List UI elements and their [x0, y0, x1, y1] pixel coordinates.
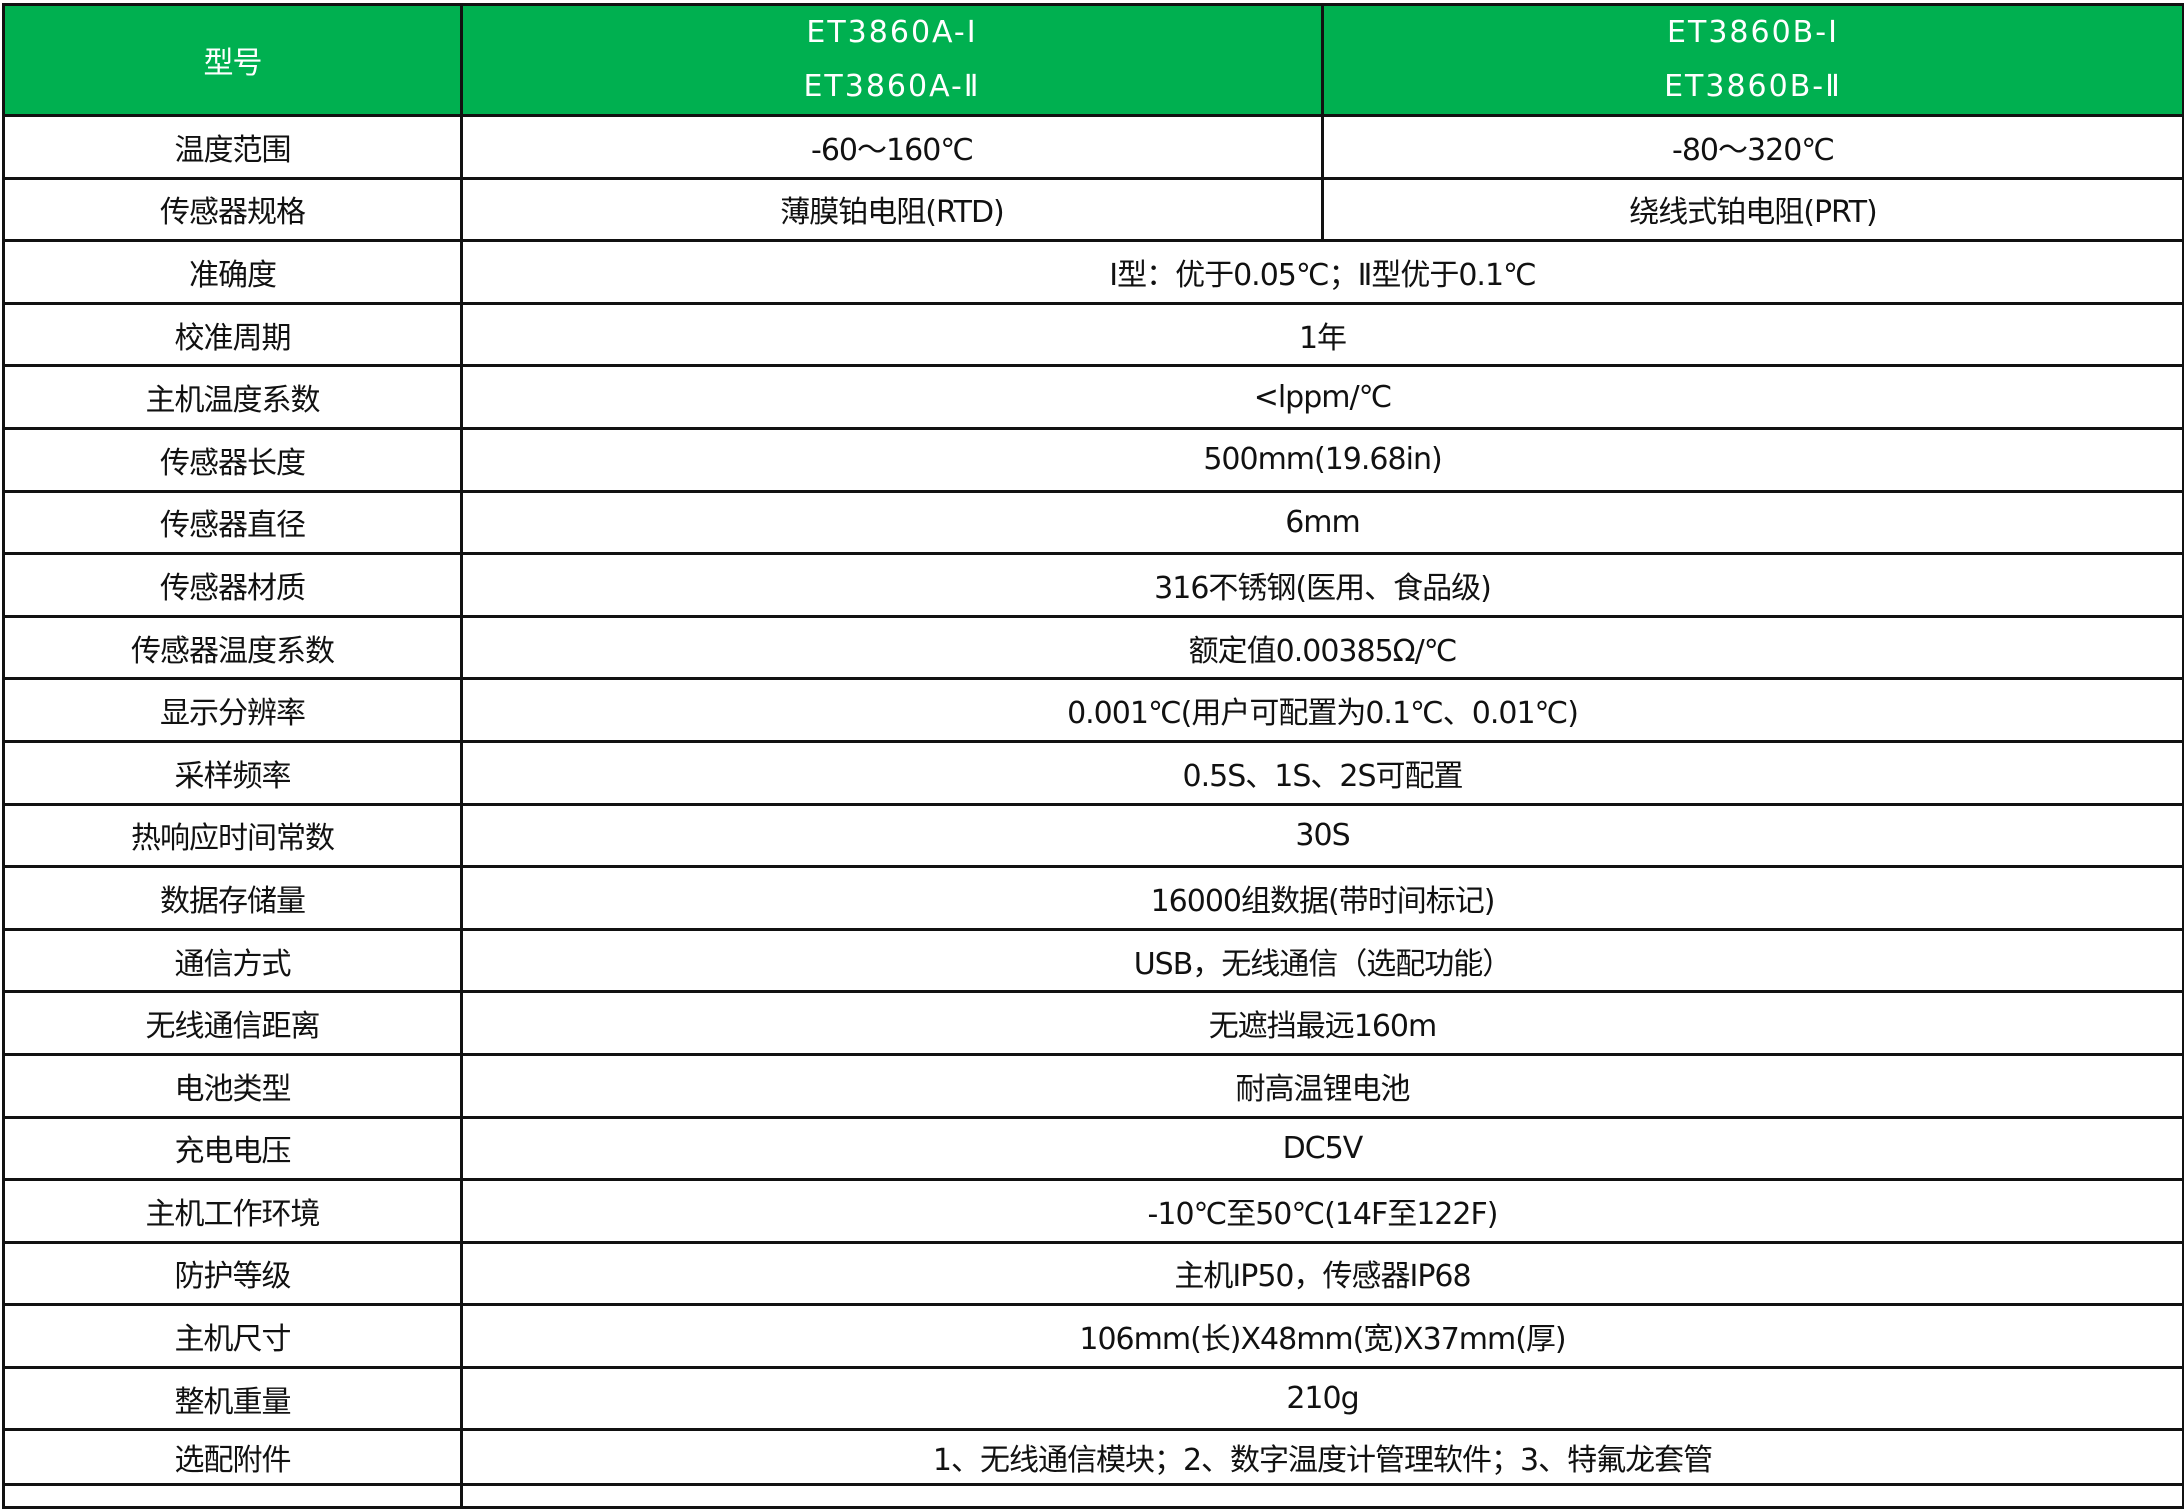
row-label: 主机温度系数	[2, 364, 463, 430]
spec-table: 型号 ET3860A-Ⅰ ET3860A-Ⅱ ET3860B-Ⅰ ET3860B…	[2, 3, 2184, 1509]
row-value-a: 薄膜铂电阻(RTD)	[460, 176, 1324, 243]
table-row: 主机工作环境 -10℃至50℃(14F至122F)	[2, 1178, 2184, 1244]
row-value: Ⅰ型：优于0.05℃；Ⅱ型优于0.1℃	[460, 239, 2184, 305]
row-value: 316不锈钢(医用、食品级)	[460, 552, 2184, 618]
row-label: 主机尺寸	[2, 1303, 463, 1369]
table-row: 数据存储量 16000组数据(带时间标记)	[2, 865, 2184, 931]
model-b-2: ET3860B-Ⅱ	[1664, 69, 1842, 104]
row-value	[460, 1483, 2184, 1509]
row-value: 16000组数据(带时间标记)	[460, 865, 2184, 931]
table-row: 传感器直径 6mm	[2, 489, 2184, 556]
table-row: 充电电压 DC5V	[2, 1115, 2184, 1182]
row-value: 1、无线通信模块；2、数字温度计管理软件；3、特氟龙套管	[460, 1428, 2184, 1487]
model-a-2: ET3860A-Ⅱ	[803, 69, 981, 104]
table-row: 传感器规格 薄膜铂电阻(RTD) 绕线式铂电阻(PRT)	[2, 176, 2184, 243]
model-a-cell: ET3860A-Ⅰ ET3860A-Ⅱ	[460, 3, 1324, 117]
row-value: 主机IP50，传感器IP68	[460, 1240, 2184, 1307]
table-row-cut	[2, 1483, 2184, 1509]
model-a-1: ET3860A-Ⅰ	[806, 15, 978, 50]
row-value: 6mm	[460, 489, 2184, 556]
header-row: 型号 ET3860A-Ⅰ ET3860A-Ⅱ ET3860B-Ⅰ ET3860B…	[2, 3, 2184, 117]
row-label: 防护等级	[2, 1240, 463, 1307]
row-label: 充电电压	[2, 1115, 463, 1182]
table-row: 显示分辨率 0.001℃(用户可配置为0.1℃、0.01℃)	[2, 677, 2184, 743]
table-row: 整机重量 210g	[2, 1365, 2184, 1432]
row-label: 主机工作环境	[2, 1178, 463, 1244]
row-label: 传感器直径	[2, 489, 463, 556]
model-b-1: ET3860B-Ⅰ	[1667, 15, 1839, 50]
row-value: USB，无线通信（选配功能）	[460, 927, 2184, 994]
row-label: 选配附件	[2, 1428, 463, 1487]
table-row: 主机尺寸 106mm(长)X48mm(宽)X37mm(厚)	[2, 1303, 2184, 1369]
table-row: 热响应时间常数 30S	[2, 802, 2184, 869]
row-value: DC5V	[460, 1115, 2184, 1182]
row-value: 210g	[460, 1365, 2184, 1432]
table-row: 校准周期 1年	[2, 301, 2184, 368]
row-value: -10℃至50℃(14F至122F)	[460, 1178, 2184, 1244]
header-label: 型号	[2, 3, 463, 117]
row-value: <lppm/℃	[460, 364, 2184, 430]
row-label: 温度范围	[2, 114, 463, 180]
table-row: 采样频率 0.5S、1S、2S可配置	[2, 739, 2184, 806]
row-label: 电池类型	[2, 1052, 463, 1119]
row-label: 无线通信距离	[2, 990, 463, 1056]
row-value: 1年	[460, 301, 2184, 368]
table-row: 无线通信距离 无遮挡最远160m	[2, 990, 2184, 1056]
row-label: 传感器温度系数	[2, 614, 463, 681]
table-row: 传感器长度 500mm(19.68in)	[2, 426, 2184, 493]
row-value: 额定值0.00385Ω/℃	[460, 614, 2184, 681]
row-label: 校准周期	[2, 301, 463, 368]
row-label: 数据存储量	[2, 865, 463, 931]
row-value-b: -80～320℃	[1321, 114, 2184, 180]
row-label: 传感器长度	[2, 426, 463, 493]
row-value: 无遮挡最远160m	[460, 990, 2184, 1056]
row-value: 耐高温锂电池	[460, 1052, 2184, 1119]
row-label: 显示分辨率	[2, 677, 463, 743]
row-value: 0.5S、1S、2S可配置	[460, 739, 2184, 806]
table-row: 传感器温度系数 额定值0.00385Ω/℃	[2, 614, 2184, 681]
row-value-a: -60～160℃	[460, 114, 1324, 180]
table-row: 电池类型 耐高温锂电池	[2, 1052, 2184, 1119]
row-label: 准确度	[2, 239, 463, 305]
table-row: 通信方式 USB，无线通信（选配功能）	[2, 927, 2184, 994]
row-label: 传感器规格	[2, 176, 463, 243]
row-label: 通信方式	[2, 927, 463, 994]
row-value: 106mm(长)X48mm(宽)X37mm(厚)	[460, 1303, 2184, 1369]
row-label: 传感器材质	[2, 552, 463, 618]
row-label: 采样频率	[2, 739, 463, 806]
table-row: 准确度 Ⅰ型：优于0.05℃；Ⅱ型优于0.1℃	[2, 239, 2184, 305]
row-label	[2, 1483, 463, 1509]
row-label: 整机重量	[2, 1365, 463, 1432]
row-value: 0.001℃(用户可配置为0.1℃、0.01℃)	[460, 677, 2184, 743]
row-value: 30S	[460, 802, 2184, 869]
table-row: 温度范围 -60～160℃ -80～320℃	[2, 114, 2184, 180]
table-row: 选配附件 1、无线通信模块；2、数字温度计管理软件；3、特氟龙套管	[2, 1428, 2184, 1487]
table-row: 传感器材质 316不锈钢(医用、食品级)	[2, 552, 2184, 618]
row-value: 500mm(19.68in)	[460, 426, 2184, 493]
table-row: 主机温度系数 <lppm/℃	[2, 364, 2184, 430]
table-row: 防护等级 主机IP50，传感器IP68	[2, 1240, 2184, 1307]
row-value-b: 绕线式铂电阻(PRT)	[1321, 176, 2184, 243]
row-label: 热响应时间常数	[2, 802, 463, 869]
model-b-cell: ET3860B-Ⅰ ET3860B-Ⅱ	[1321, 3, 2184, 117]
